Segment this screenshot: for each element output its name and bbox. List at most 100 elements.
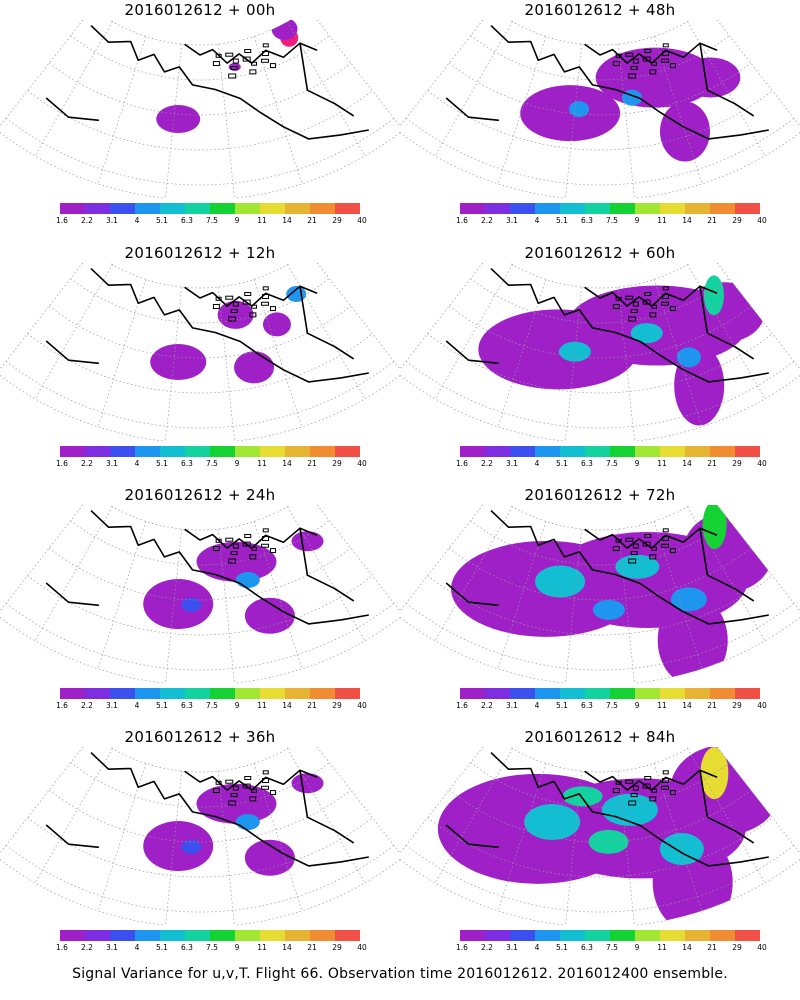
polar-map [0, 747, 400, 925]
island [660, 785, 669, 790]
color-bar-tick: 3.1 [106, 701, 118, 710]
variance-contour [181, 839, 202, 854]
color-bar-tick: 40 [357, 701, 367, 710]
color-bar-swatch [135, 203, 160, 214]
panel-title: 2016012612 + 72h [524, 486, 676, 504]
variance-field [437, 747, 781, 925]
color-bar-tick: 11 [257, 701, 267, 710]
variance-contour [143, 579, 214, 630]
color-bar-tick: 1.6 [456, 216, 468, 225]
color-bar-tick: 29 [732, 701, 742, 710]
color-bar-swatch [610, 203, 635, 214]
color-bar-tick: 29 [332, 216, 342, 225]
island [612, 304, 620, 310]
latitude-line [48, 62, 352, 116]
color-bar-tick: 5.1 [556, 943, 568, 952]
latitude-line [27, 817, 373, 878]
color-bar-swatch [660, 688, 685, 699]
color-bar-tick: 6.3 [181, 701, 193, 710]
color-bar-swatch [510, 446, 535, 457]
polar-map [400, 20, 800, 198]
color-bar-tick: 7.5 [606, 216, 618, 225]
color-bar-tick: 11 [657, 701, 667, 710]
color-bar [60, 203, 360, 214]
color-bar-tick: 1.6 [456, 701, 468, 710]
variance-contour [291, 531, 324, 552]
color-bar-swatch [60, 930, 85, 941]
coastline [45, 824, 99, 849]
island [215, 780, 222, 785]
color-bar-swatch [160, 688, 185, 699]
color-bar-tick: 14 [282, 701, 292, 710]
longitude-line [97, 36, 147, 184]
color-bar-labels: 1.6 2.2 3.1 4 5.1 6.3 7.5 9 11 14 21 29 40 [456, 216, 767, 228]
coastlines [445, 510, 769, 625]
color-bar-tick: 29 [332, 943, 342, 952]
longitude-line [165, 287, 183, 441]
color-bar-swatch [85, 203, 110, 214]
color-bar-swatch [60, 688, 85, 699]
color-bar-tick: 9 [634, 701, 640, 710]
color-bar-swatch [560, 688, 585, 699]
color-bar-swatch [60, 203, 85, 214]
map-boundary [400, 20, 800, 198]
latitude-line [405, 360, 795, 429]
island [651, 304, 658, 309]
island [249, 312, 257, 318]
longitude-line [217, 529, 235, 683]
island [625, 52, 634, 57]
map-panel: 2016012612 + 72h 1.6 2.2 3.1 4 5.1 6.3 7.5 9 11 14… [400, 485, 800, 730]
coastline [445, 582, 499, 607]
island [630, 793, 638, 798]
coastlines [45, 25, 369, 140]
island [249, 554, 257, 560]
longitude-line [165, 771, 183, 925]
color-bar-tick: 6.3 [581, 459, 593, 468]
color-bar-tick: 29 [732, 216, 742, 225]
island [228, 558, 237, 564]
color-bar-tick: 11 [257, 459, 267, 468]
map-panel: 2016012612 + 36h 1.6 2.2 3.1 4 5.1 6.3 7.5 9 11 14… [0, 727, 400, 972]
island [251, 546, 258, 551]
panel-title: 2016012612 + 48h [524, 1, 676, 19]
latitude-line [5, 117, 395, 186]
color-bar-swatch [510, 203, 535, 214]
panel-title: 2016012612 + 36h [124, 728, 276, 746]
color-bar-swatch [635, 688, 660, 699]
color-bar-swatch [85, 688, 110, 699]
color-bar-swatch [560, 446, 585, 457]
longitude-line [617, 771, 635, 925]
variance-contour [262, 312, 291, 337]
variance-contour [682, 512, 773, 593]
island [662, 294, 670, 300]
longitude-line [617, 287, 635, 441]
variance-contour [244, 839, 295, 876]
color-bar-swatch [660, 930, 685, 941]
longitude-line [287, 264, 366, 399]
color-bar [460, 688, 760, 699]
coastline [184, 769, 318, 791]
color-bar-swatch [585, 446, 610, 457]
color-bar-swatch [635, 446, 660, 457]
coastline [299, 770, 355, 844]
coastline [184, 527, 318, 549]
color-bar-swatch [735, 930, 760, 941]
island [251, 61, 258, 66]
coastline [90, 268, 369, 383]
color-bar-tick: 1.6 [56, 216, 68, 225]
variance-contour [524, 803, 581, 840]
island [215, 296, 222, 301]
map-panel: 2016012612 + 60h 1.6 2.2 3.1 4 5.1 6.3 7.5 9 11 14… [400, 243, 800, 488]
coastline [490, 752, 769, 867]
island [244, 534, 252, 539]
variance-field [156, 20, 299, 134]
longitude-line [617, 529, 635, 683]
color-bar-tick: 7.5 [206, 943, 218, 952]
island [644, 776, 652, 781]
color-bar-tick: 1.6 [456, 459, 468, 468]
longitude-line [434, 506, 513, 641]
color-bar-tick: 2.2 [481, 216, 493, 225]
coastline [184, 42, 318, 64]
color-bar-swatch [285, 688, 310, 699]
variance-field [150, 286, 307, 384]
